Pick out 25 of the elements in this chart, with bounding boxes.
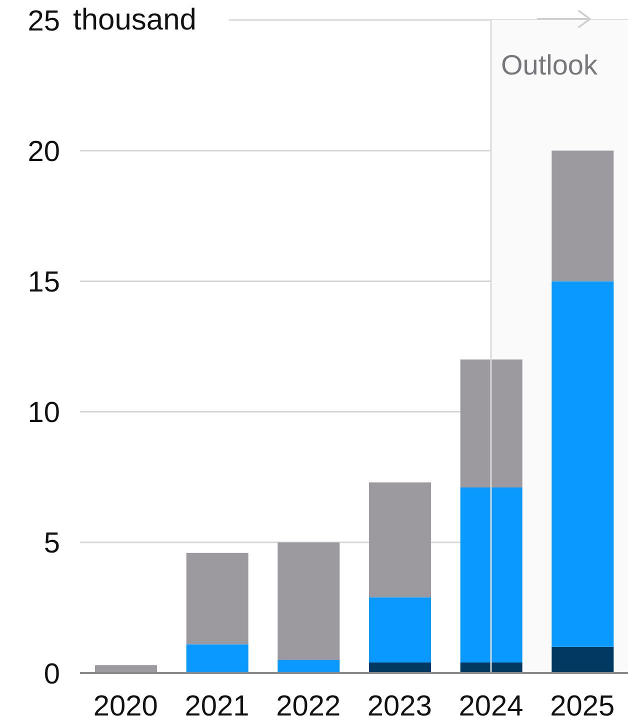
band-label: Outlook — [501, 50, 598, 80]
y-tick-label: 5 — [44, 528, 60, 560]
bar — [278, 542, 340, 660]
y-tick-label: 15 — [28, 266, 60, 298]
bar — [552, 646, 614, 673]
x-tick-label: 2022 — [276, 690, 341, 723]
bar — [460, 488, 522, 663]
bar — [186, 644, 248, 673]
bar — [369, 482, 431, 598]
x-tick-label: 2023 — [367, 690, 432, 723]
x-tick-label: 2025 — [550, 690, 615, 723]
y-tick-label: 25 — [28, 5, 60, 38]
bar — [460, 360, 522, 488]
y-tick-label: 0 — [44, 658, 60, 690]
x-tick-label: 2021 — [184, 690, 250, 723]
y-tick-label: 10 — [28, 397, 60, 430]
x-tick-label: 2020 — [93, 690, 158, 723]
bar — [186, 552, 248, 644]
x-tick-label: 2024 — [458, 690, 524, 723]
bar — [278, 660, 340, 673]
y-axis-title: thousand — [73, 4, 196, 36]
bar — [369, 597, 431, 663]
bar — [552, 150, 614, 282]
y-tick-label: 20 — [28, 136, 60, 168]
bar — [369, 662, 431, 673]
